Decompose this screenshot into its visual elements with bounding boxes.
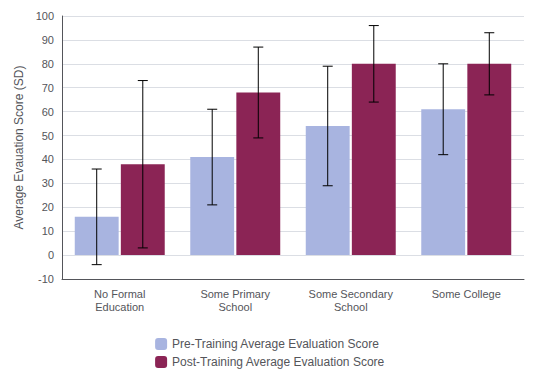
svg-text:50: 50 <box>42 130 54 142</box>
svg-text:Average Evauation Score (SD): Average Evauation Score (SD) <box>12 66 26 230</box>
svg-text:0: 0 <box>48 249 54 261</box>
svg-text:40: 40 <box>42 153 54 165</box>
svg-text:80: 80 <box>42 58 54 70</box>
svg-text:100: 100 <box>36 10 54 22</box>
svg-text:-10: -10 <box>38 273 54 285</box>
svg-text:Pre-Training Average Evaluatio: Pre-Training Average Evaluation Score <box>172 337 379 351</box>
svg-text:60: 60 <box>42 106 54 118</box>
svg-text:Education: Education <box>95 301 144 313</box>
svg-text:Post-Training Average Evaluati: Post-Training Average Evaluation Score <box>172 355 384 369</box>
svg-text:20: 20 <box>42 201 54 213</box>
svg-text:Some College: Some College <box>432 288 501 300</box>
svg-text:Some Primary: Some Primary <box>200 288 270 300</box>
svg-text:30: 30 <box>42 177 54 189</box>
svg-text:School: School <box>334 301 368 313</box>
svg-text:Some Secondary: Some Secondary <box>309 288 394 300</box>
svg-text:70: 70 <box>42 82 54 94</box>
svg-text:10: 10 <box>42 225 54 237</box>
svg-text:No Formal: No Formal <box>94 288 145 300</box>
svg-text:90: 90 <box>42 34 54 46</box>
svg-text:School: School <box>218 301 252 313</box>
